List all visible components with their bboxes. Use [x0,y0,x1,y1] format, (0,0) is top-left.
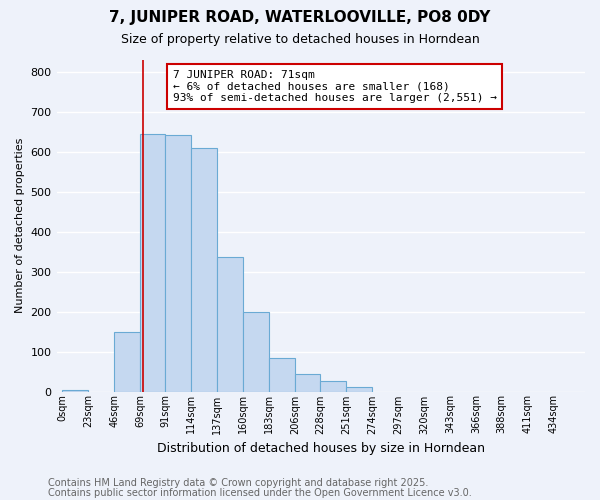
X-axis label: Distribution of detached houses by size in Horndean: Distribution of detached houses by size … [157,442,485,455]
Bar [140,134,165,392]
Text: Contains HM Land Registry data © Crown copyright and database right 2025.: Contains HM Land Registry data © Crown c… [48,478,428,488]
Bar [217,256,243,392]
Bar [320,380,346,392]
Text: Contains public sector information licensed under the Open Government Licence v3: Contains public sector information licen… [48,488,472,498]
Bar [191,148,217,392]
Text: 7, JUNIPER ROAD, WATERLOOVILLE, PO8 0DY: 7, JUNIPER ROAD, WATERLOOVILLE, PO8 0DY [109,10,491,25]
Text: 7 JUNIPER ROAD: 71sqm
← 6% of detached houses are smaller (168)
93% of semi-deta: 7 JUNIPER ROAD: 71sqm ← 6% of detached h… [173,70,497,103]
Bar [62,390,88,392]
Bar [165,134,191,392]
Text: Size of property relative to detached houses in Horndean: Size of property relative to detached ho… [121,32,479,46]
Bar [295,374,320,392]
Y-axis label: Number of detached properties: Number of detached properties [15,138,25,314]
Bar [269,358,295,392]
Bar [243,312,269,392]
Bar [114,332,140,392]
Bar [346,386,372,392]
